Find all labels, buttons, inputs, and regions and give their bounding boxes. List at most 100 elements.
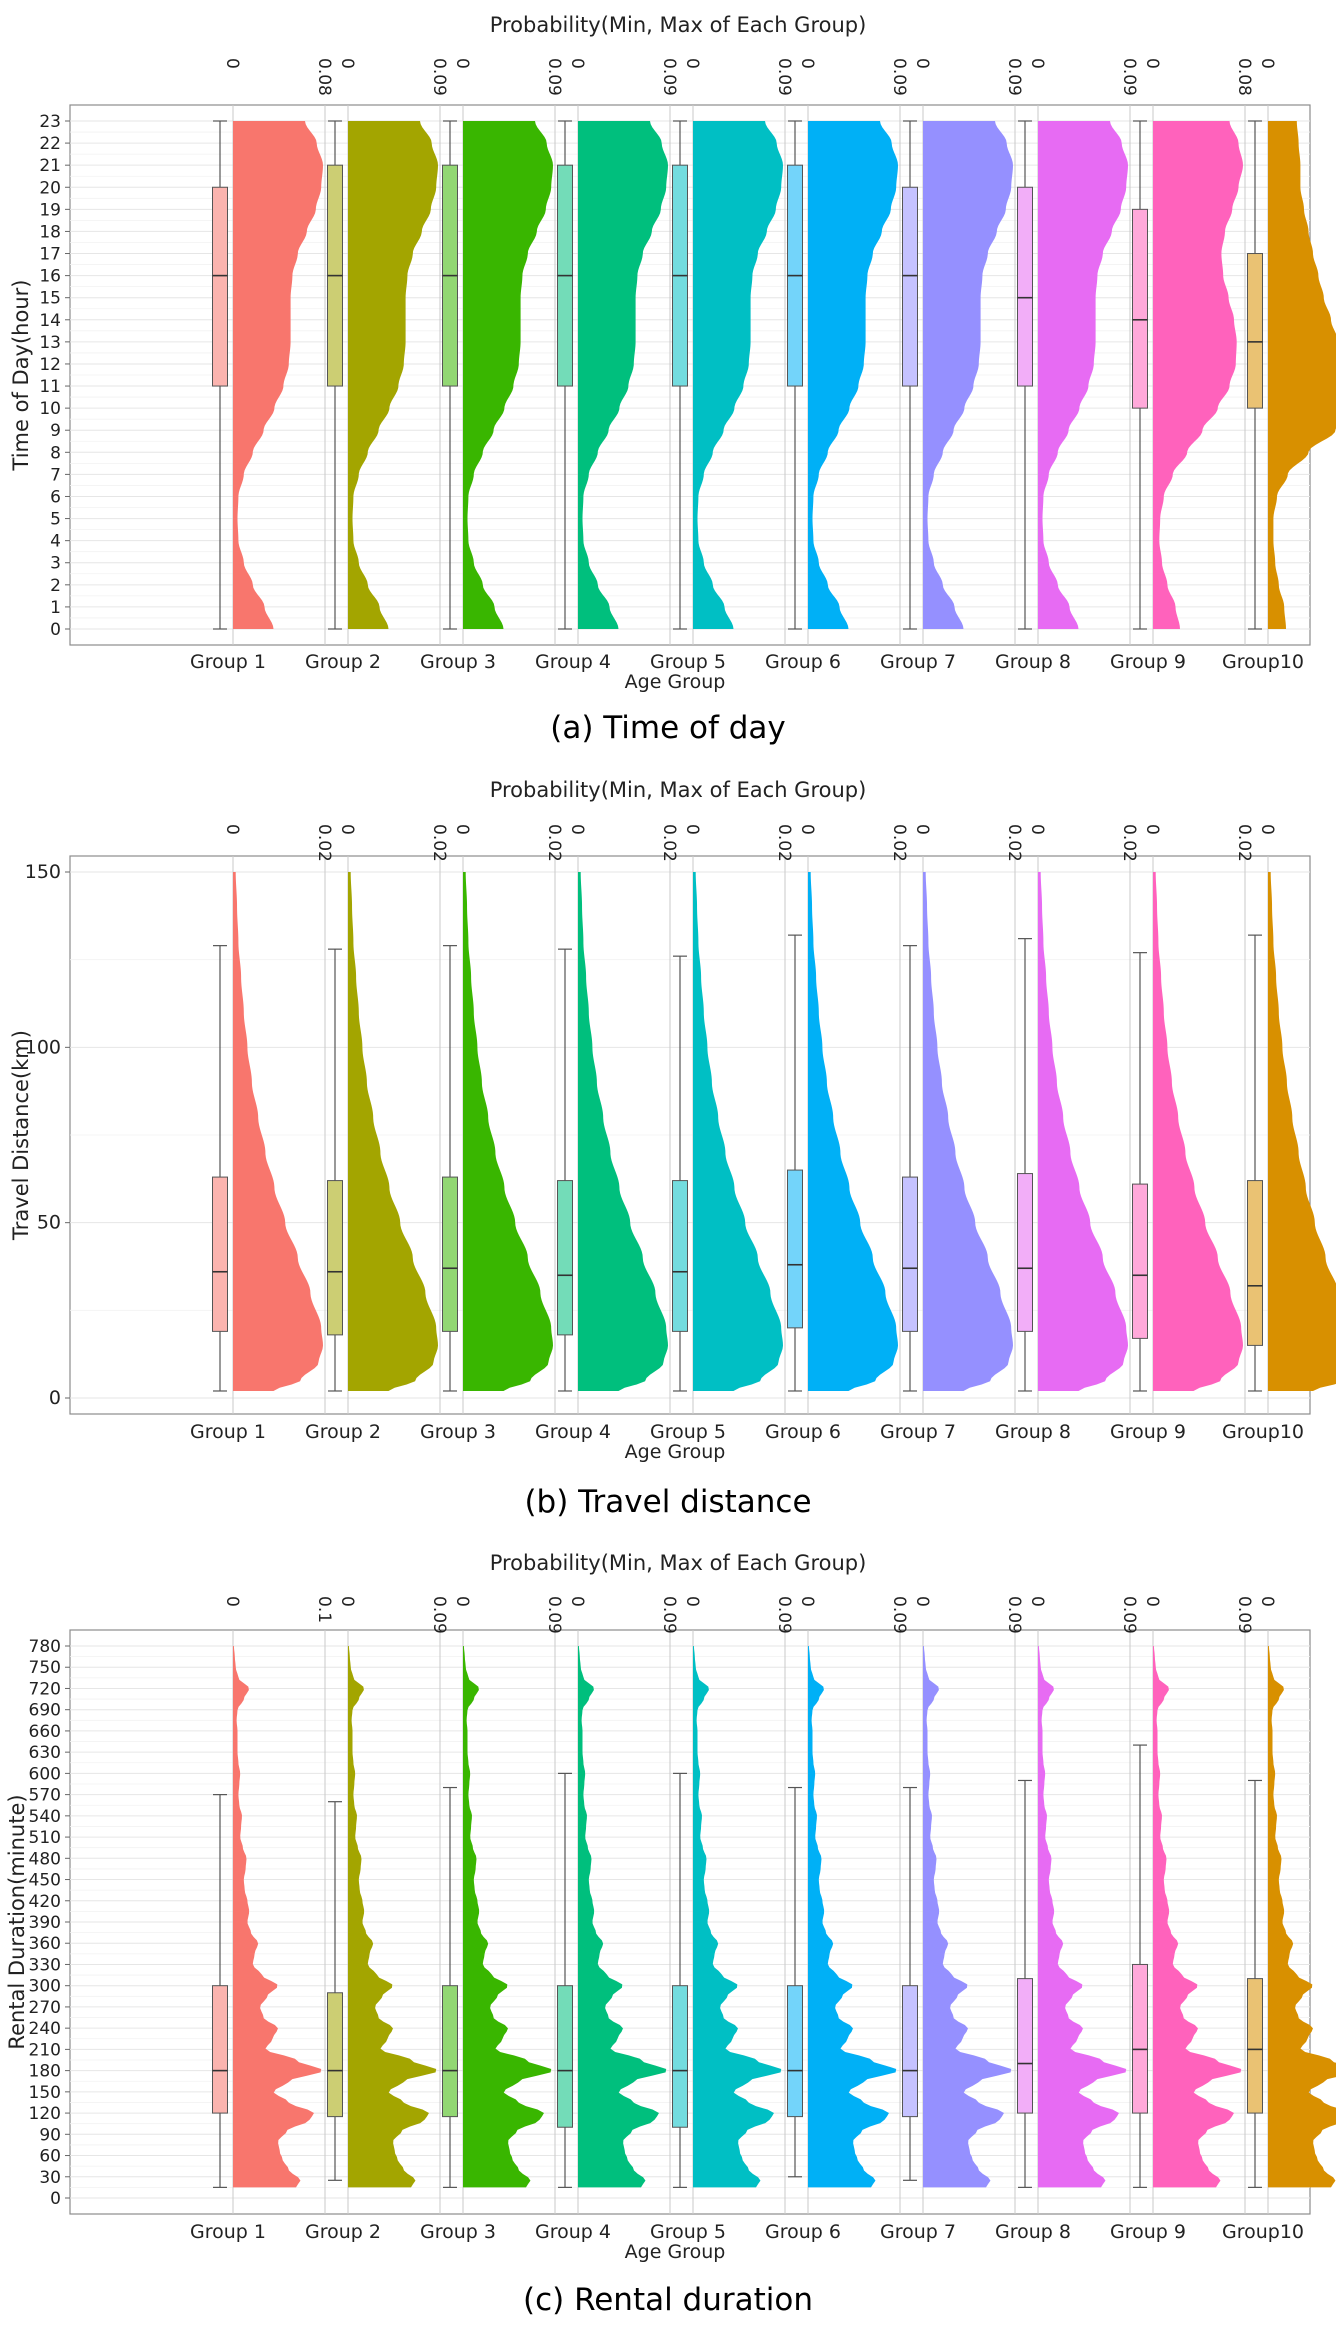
- y-tick-label: 5: [50, 510, 61, 530]
- group-8: [1017, 1630, 1131, 2214]
- top-tick-label: 0.09: [429, 58, 449, 96]
- group-1: [212, 1630, 326, 2214]
- box-iqr: [1132, 1963, 1148, 2114]
- top-tick-label: 0: [912, 824, 932, 835]
- y-tick-label: 360: [29, 1934, 61, 1954]
- top-tick-label: 0: [222, 58, 242, 69]
- density-area: [923, 1646, 1012, 2188]
- box-iqr: [1132, 208, 1148, 409]
- x-tick-label: Group 6: [765, 2221, 841, 2243]
- y-tick-label: 21: [39, 156, 61, 176]
- density-area: [1268, 872, 1336, 1391]
- top-tick-label: 0.09: [1004, 1596, 1024, 1634]
- x-tick-label: Group 8: [995, 1421, 1071, 1443]
- group-7: [902, 856, 1016, 1414]
- top-tick-label: 0: [567, 824, 587, 835]
- y-axis-title: Rental Duration(minute): [5, 1794, 29, 2049]
- y-tick-label: 9: [50, 421, 61, 441]
- y-tick-label: 300: [29, 1977, 61, 1997]
- y-tick-label: 540: [29, 1807, 61, 1827]
- top-tick-label: 0: [337, 1596, 357, 1607]
- box-iqr: [1017, 1978, 1033, 2114]
- box-iqr: [1017, 186, 1033, 387]
- density-area: [348, 872, 438, 1391]
- top-tick-label: 0.02: [314, 824, 334, 862]
- top-tick-label: 0: [1027, 824, 1047, 835]
- box-iqr: [902, 186, 918, 387]
- group-9: [1132, 856, 1246, 1414]
- y-tick-label: 630: [29, 1743, 61, 1763]
- density-area: [923, 872, 1013, 1391]
- top-tick-label: 0: [682, 58, 702, 69]
- top-tick-label: 0: [797, 58, 817, 69]
- caption-text: (a) Time of day: [550, 710, 786, 746]
- top-tick-label: 0.02: [544, 824, 564, 862]
- y-tick-label: 270: [29, 1998, 61, 2018]
- top-tick-label: 0: [1257, 824, 1277, 835]
- group-4: [557, 1630, 671, 2214]
- top-tick-label: 0: [222, 1596, 242, 1607]
- density-area: [923, 121, 1013, 629]
- top-axis-title: Probability(Min, Max of Each Group): [490, 778, 867, 802]
- group-6: [787, 105, 901, 645]
- box-iqr: [1247, 1978, 1263, 2114]
- y-tick-label: 16: [39, 267, 61, 287]
- figure-caption-3: (c) Rental duration: [523, 2282, 813, 2318]
- top-tick-label: 0.09: [774, 58, 794, 96]
- top-tick-label: 0.09: [774, 1596, 794, 1634]
- x-tick-label: Group 2: [305, 2221, 381, 2243]
- box-iqr: [672, 1985, 688, 2128]
- x-tick-label: Group 5: [650, 1421, 726, 1443]
- x-tick-label: Group10: [1222, 651, 1304, 673]
- density-area: [233, 872, 323, 1391]
- y-tick-label: 180: [29, 2062, 61, 2082]
- group-3: [442, 105, 556, 645]
- x-tick-label: Group 1: [190, 1421, 266, 1443]
- y-tick-label: 12: [39, 355, 61, 375]
- top-tick-label: 0: [337, 824, 357, 835]
- y-tick-label: 1: [50, 598, 61, 618]
- top-tick-label: 0.09: [659, 1596, 679, 1634]
- group-7: [902, 1630, 1016, 2214]
- y-tick-label: 20: [39, 178, 61, 198]
- y-tick-label: 660: [29, 1722, 61, 1742]
- group-2: [327, 856, 441, 1414]
- density-area: [1268, 1646, 1336, 2188]
- density-area: [808, 1646, 897, 2188]
- y-tick-label: 15: [39, 289, 61, 309]
- top-tick-label: 0.09: [1004, 58, 1024, 96]
- group-9: [1132, 1630, 1246, 2214]
- y-tick-label: 420: [29, 1892, 61, 1912]
- figure-caption-2: (b) Travel distance: [524, 1484, 811, 1520]
- x-tick-label: Group 5: [650, 651, 726, 673]
- x-axis-title: Age Group: [625, 671, 726, 693]
- y-tick-label: 90: [39, 2125, 61, 2145]
- density-area: [693, 121, 783, 629]
- y-tick-label: 19: [39, 200, 61, 220]
- group-5: [672, 1630, 786, 2214]
- y-tick-label: 13: [39, 333, 61, 353]
- box-iqr: [1247, 1180, 1263, 1346]
- top-tick-label: 0: [337, 58, 357, 69]
- box-iqr: [442, 1985, 458, 2118]
- x-tick-label: Group 9: [1110, 651, 1186, 673]
- y-tick-label: 14: [39, 311, 61, 331]
- box-iqr: [902, 1176, 918, 1332]
- x-tick-label: Group 1: [190, 2221, 266, 2243]
- box-iqr: [212, 1176, 228, 1332]
- top-tick-label: 0: [912, 58, 932, 69]
- y-tick-label: 150: [25, 861, 61, 883]
- top-tick-label: 0: [1257, 1596, 1277, 1607]
- density-area: [578, 872, 668, 1391]
- box-iqr: [327, 1992, 343, 2118]
- y-tick-label: 780: [29, 1637, 61, 1657]
- top-tick-label: 0.02: [889, 824, 909, 862]
- top-tick-label: 0.08: [314, 58, 334, 96]
- top-tick-label: 0: [1027, 1596, 1047, 1607]
- top-tick-label: 0: [797, 824, 817, 835]
- box-iqr: [787, 1169, 803, 1329]
- x-tick-label: Group 7: [880, 2221, 956, 2243]
- y-tick-label: 7: [50, 465, 61, 485]
- density-area: [1038, 1646, 1127, 2188]
